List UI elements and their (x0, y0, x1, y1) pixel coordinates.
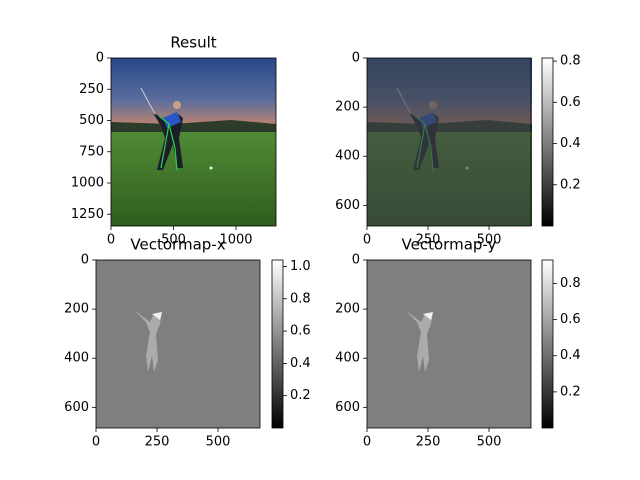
x-tick-label: 250 (416, 435, 441, 450)
colorbar (271, 259, 284, 429)
y-tick-label: 600 (64, 400, 89, 415)
y-tick-label: 750 (79, 144, 104, 159)
colorbar-tick-label: 0.2 (560, 384, 581, 399)
y-tick-label: 0 (352, 51, 360, 66)
x-tick-label: 1000 (219, 233, 252, 248)
colorbar-tick-label: 0.4 (290, 356, 311, 371)
y-tick-label: 400 (64, 351, 89, 366)
y-tick-label: 500 (79, 113, 104, 128)
y-tick-label: 1250 (71, 207, 104, 222)
y-tick-label: 0 (81, 253, 89, 268)
x-tick-label: 500 (161, 233, 186, 248)
x-tick-label: 500 (206, 435, 231, 450)
axes-frame (366, 259, 532, 429)
axes-title: Vectormap-x (130, 236, 225, 254)
axes-frame (366, 57, 532, 227)
x-tick-label: 500 (477, 233, 502, 248)
y-tick-label: 600 (335, 400, 360, 415)
colorbar-tick-label: 0.8 (560, 54, 581, 69)
axes-frame (110, 57, 277, 227)
colorbar (541, 57, 554, 227)
image (110, 57, 277, 227)
x-tick-label: 250 (145, 435, 170, 450)
colorbar-tick-label: 0.6 (560, 312, 581, 327)
y-tick-label: 1000 (71, 176, 104, 191)
x-tick-label: 250 (416, 233, 441, 248)
y-tick-label: 400 (335, 351, 360, 366)
colorbar-tick-label: 0.4 (560, 136, 581, 151)
axes-title: Result (170, 34, 216, 52)
colorbar-tick-label: 0.2 (290, 388, 311, 403)
colorbar-tick-label: 0.4 (560, 348, 581, 363)
y-tick-label: 200 (64, 302, 89, 317)
colorbar-tick-label: 1.0 (290, 259, 311, 274)
image (366, 57, 533, 227)
colorbar-tick-label: 0.2 (560, 177, 581, 192)
x-tick-label: 0 (363, 233, 371, 248)
x-tick-label: 0 (92, 435, 100, 450)
image (367, 260, 531, 428)
y-tick-label: 0 (96, 51, 104, 66)
y-tick-label: 250 (79, 82, 104, 97)
x-tick-label: 500 (477, 435, 502, 450)
axes-frame (95, 259, 261, 429)
y-tick-label: 200 (335, 100, 360, 115)
colorbar-tick-label: 0.8 (290, 291, 311, 306)
x-tick-label: 0 (107, 233, 115, 248)
y-tick-label: 400 (335, 149, 360, 164)
colorbar-tick-label: 0.6 (290, 324, 311, 339)
y-tick-label: 200 (335, 302, 360, 317)
y-tick-label: 0 (352, 253, 360, 268)
x-tick-label: 0 (363, 435, 371, 450)
colorbar-tick-label: 0.8 (560, 276, 581, 291)
colorbar-tick-label: 0.6 (560, 95, 581, 110)
colorbar (541, 259, 554, 429)
image (96, 260, 260, 428)
axes-title: Vectormap-y (402, 236, 497, 254)
y-tick-label: 600 (335, 198, 360, 213)
